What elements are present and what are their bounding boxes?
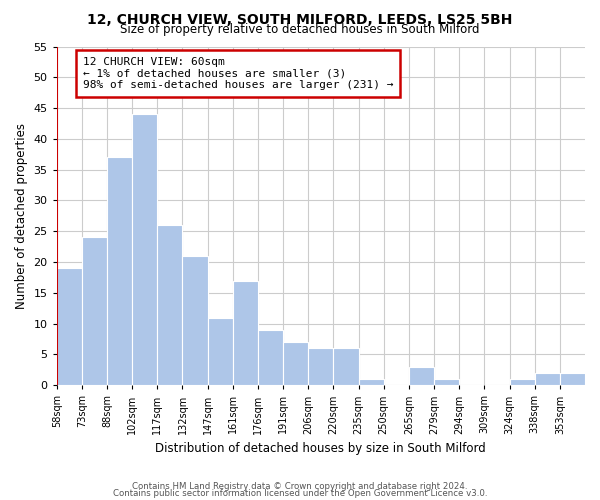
- Bar: [132, 114, 157, 386]
- Text: Contains HM Land Registry data © Crown copyright and database right 2024.: Contains HM Land Registry data © Crown c…: [132, 482, 468, 491]
- X-axis label: Distribution of detached houses by size in South Milford: Distribution of detached houses by size …: [155, 442, 486, 455]
- Text: Size of property relative to detached houses in South Milford: Size of property relative to detached ho…: [120, 22, 480, 36]
- Bar: [535, 373, 560, 386]
- Bar: [107, 158, 132, 386]
- Bar: [182, 256, 208, 386]
- Bar: [57, 268, 82, 386]
- Bar: [509, 379, 535, 386]
- Bar: [82, 238, 107, 386]
- Text: 12 CHURCH VIEW: 60sqm
← 1% of detached houses are smaller (3)
98% of semi-detach: 12 CHURCH VIEW: 60sqm ← 1% of detached h…: [83, 56, 394, 90]
- Bar: [334, 348, 359, 386]
- Y-axis label: Number of detached properties: Number of detached properties: [15, 123, 28, 309]
- Bar: [258, 330, 283, 386]
- Bar: [409, 367, 434, 386]
- Bar: [359, 379, 384, 386]
- Bar: [308, 348, 334, 386]
- Bar: [560, 373, 585, 386]
- Text: 12, CHURCH VIEW, SOUTH MILFORD, LEEDS, LS25 5BH: 12, CHURCH VIEW, SOUTH MILFORD, LEEDS, L…: [88, 12, 512, 26]
- Bar: [208, 318, 233, 386]
- Bar: [157, 225, 182, 386]
- Text: Contains public sector information licensed under the Open Government Licence v3: Contains public sector information licen…: [113, 490, 487, 498]
- Bar: [233, 280, 258, 386]
- Bar: [283, 342, 308, 386]
- Bar: [434, 379, 459, 386]
